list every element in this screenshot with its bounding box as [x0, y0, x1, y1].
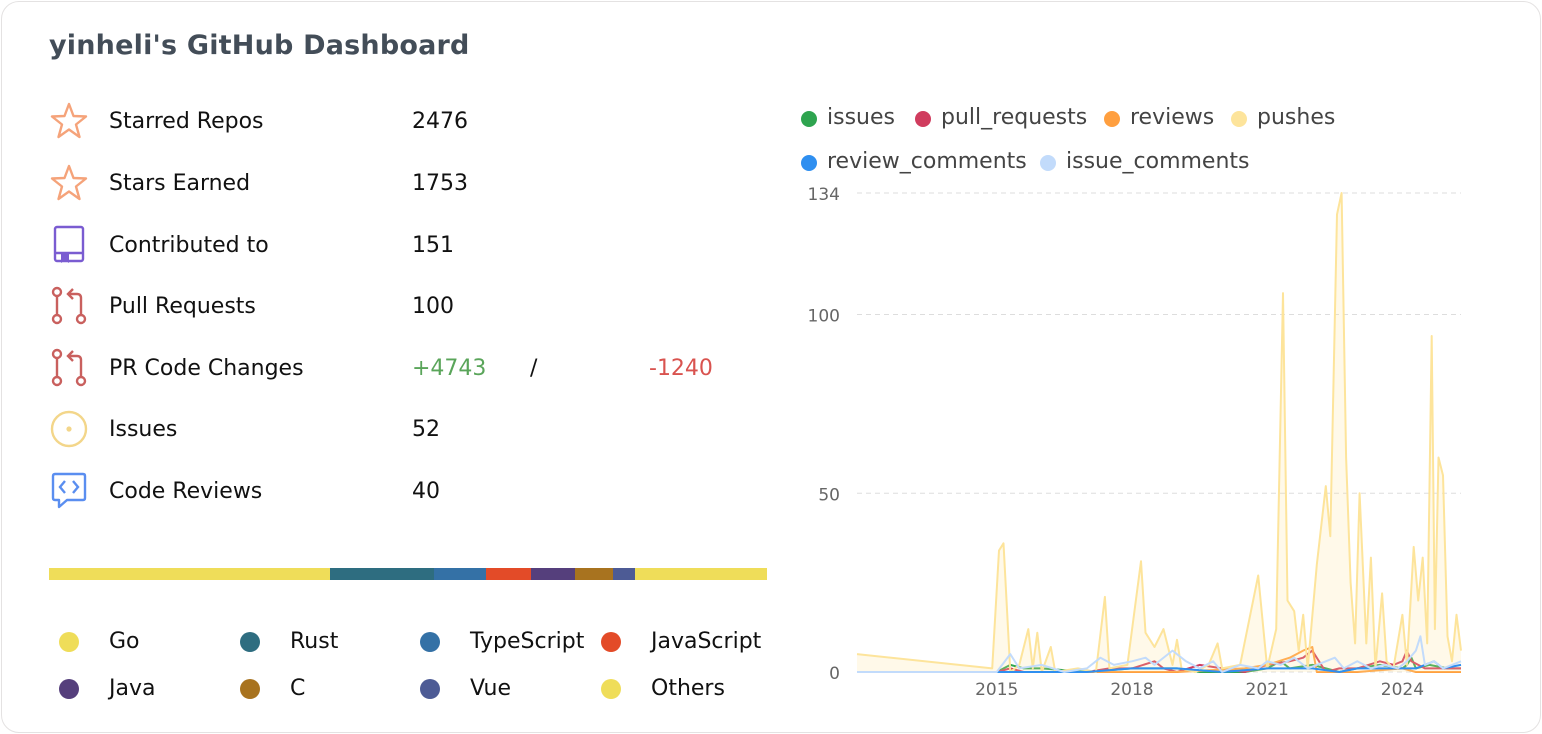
- language-bar: [49, 568, 767, 580]
- stat-pull-requests: Pull Requests 100: [49, 286, 749, 326]
- language-name: C: [290, 676, 306, 701]
- legend-dot: [801, 155, 817, 171]
- star-icon: [50, 102, 88, 139]
- stat-value: 2476: [412, 109, 468, 134]
- language-color-dot: [420, 679, 440, 699]
- stat-value: 100: [412, 294, 454, 319]
- language-bar-segment: [574, 568, 613, 580]
- language-bar-segment: [530, 568, 575, 580]
- language-color-dot: [601, 679, 621, 699]
- additions-value: +4743: [412, 356, 487, 381]
- language-bar-segment: [485, 568, 531, 580]
- legend-label: pushes: [1257, 105, 1336, 130]
- stat-label: Stars Earned: [109, 171, 251, 196]
- stat-contributed-to: Contributed to 151: [49, 225, 749, 265]
- legend-label: reviews: [1130, 105, 1215, 130]
- legend-label: issue_comments: [1066, 149, 1250, 174]
- language-bar-segment: [612, 568, 635, 580]
- legend-label: pull_requests: [941, 105, 1088, 130]
- issue-icon: [50, 410, 88, 448]
- legend-label: issues: [827, 105, 895, 130]
- stat-issues: Issues 52: [49, 409, 749, 449]
- stat-label: Issues: [109, 417, 178, 442]
- language-name: Go: [109, 629, 140, 654]
- language-name: JavaScript: [651, 629, 762, 654]
- legend-dot: [1040, 155, 1056, 171]
- stat-label: PR Code Changes: [109, 356, 304, 381]
- stat-value: 151: [412, 233, 454, 258]
- language-bar-segment: [330, 568, 434, 580]
- language-color-dot: [59, 679, 79, 699]
- stat-label: Contributed to: [109, 233, 269, 258]
- stat-starred-repos: Starred Repos 2476: [49, 101, 749, 141]
- language-name: Java: [109, 676, 156, 701]
- separator: /: [530, 356, 538, 381]
- legend-dot: [1231, 111, 1247, 127]
- stat-pr-code-changes: PR Code Changes +4743 / -1240: [49, 348, 749, 388]
- stat-value: 1753: [412, 171, 468, 196]
- legend-label: review_comments: [827, 149, 1027, 174]
- language-bar-segment: [634, 568, 767, 580]
- pull-request-icon: [51, 348, 87, 387]
- stat-stars-earned: Stars Earned 1753: [49, 163, 749, 203]
- legend-dot: [915, 111, 931, 127]
- stat-code-reviews: Code Reviews 40: [49, 471, 749, 511]
- language-color-dot: [240, 679, 260, 699]
- language-color-dot: [601, 632, 621, 652]
- language-color-dot: [59, 632, 79, 652]
- language-name: Others: [651, 676, 725, 701]
- page-title: yinheli's GitHub Dashboard: [49, 30, 470, 61]
- language-color-dot: [240, 632, 260, 652]
- language-bar-segment: [433, 568, 486, 580]
- stat-value: 52: [412, 417, 440, 442]
- language-name: Rust: [290, 629, 339, 654]
- deletions-value: -1240: [649, 356, 713, 381]
- legend-dot: [801, 111, 817, 127]
- language-bar-segment: [49, 568, 331, 580]
- code-review-icon: [51, 472, 87, 509]
- repo-icon: [53, 225, 85, 263]
- legend-dot: [1104, 111, 1120, 127]
- language-name: TypeScript: [470, 629, 585, 654]
- language-name: Vue: [470, 676, 512, 701]
- pull-request-icon: [51, 286, 87, 325]
- star-icon: [50, 164, 88, 201]
- language-color-dot: [420, 632, 440, 652]
- stat-label: Starred Repos: [109, 109, 264, 134]
- stat-label: Pull Requests: [109, 294, 256, 319]
- stat-value: 40: [412, 479, 440, 504]
- stat-label: Code Reviews: [109, 479, 263, 504]
